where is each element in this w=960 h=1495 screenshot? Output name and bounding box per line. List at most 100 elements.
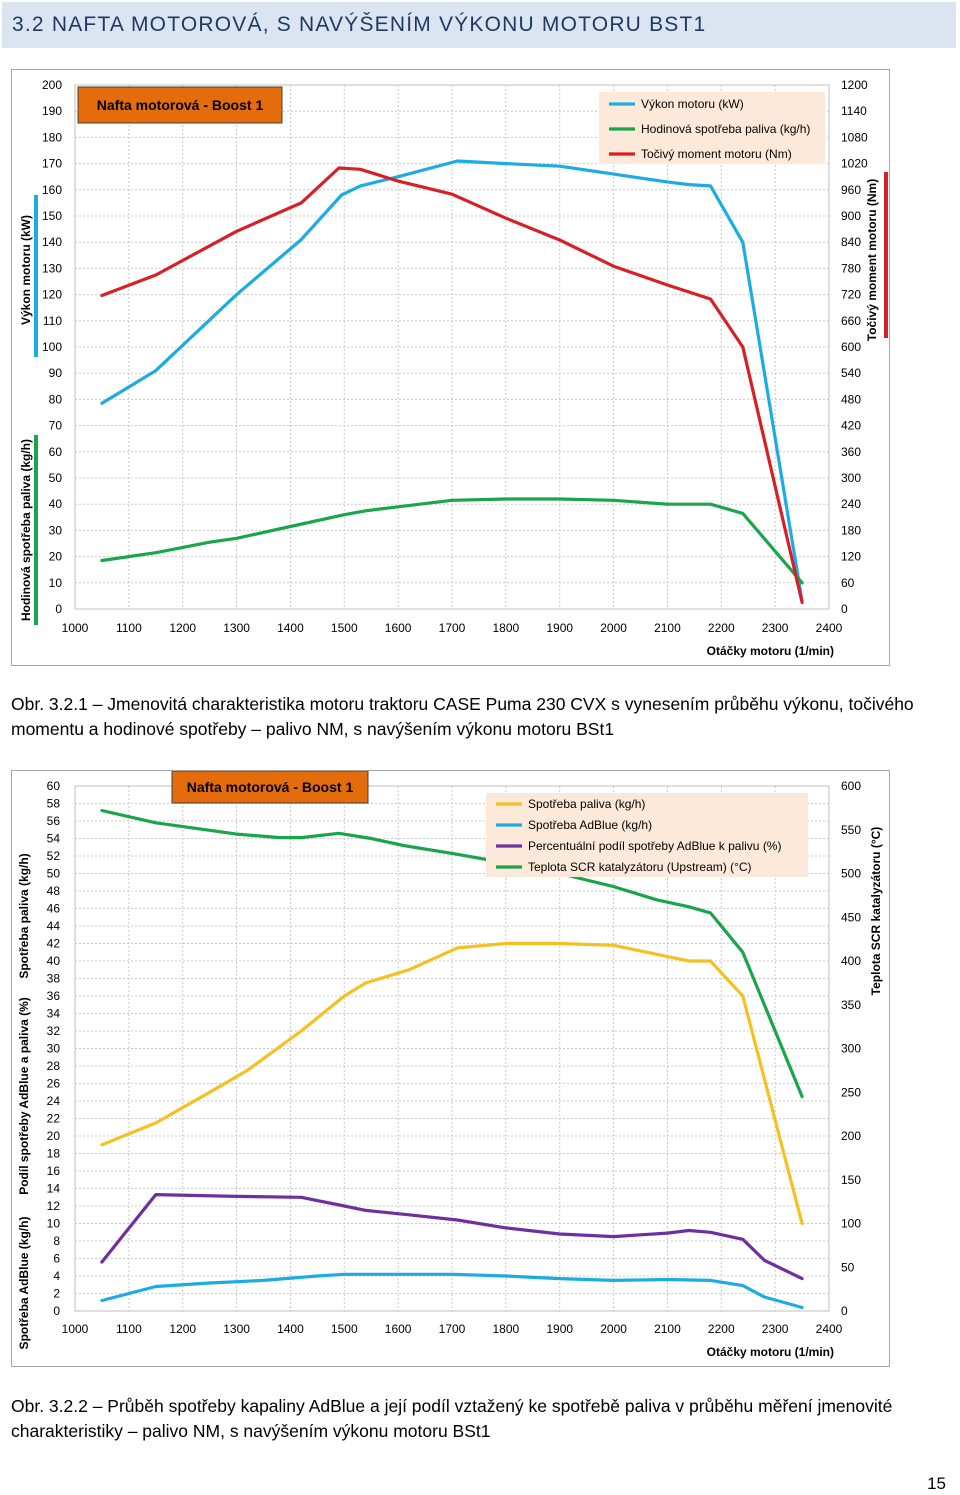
x-tick-label: 2200 bbox=[708, 1322, 735, 1336]
chart-title: Nafta motorová - Boost 1 bbox=[187, 779, 354, 795]
left-tick-label: 2 bbox=[53, 1287, 60, 1301]
legend-label: Percentuální podíl spotřeby AdBlue k pal… bbox=[528, 839, 781, 853]
left-tick-label: 36 bbox=[47, 989, 61, 1003]
left-tick-label: 90 bbox=[49, 366, 63, 380]
left-tick-label: 70 bbox=[49, 419, 63, 433]
x-tick-label: 1200 bbox=[169, 621, 196, 635]
right-tick-label: 660 bbox=[841, 314, 861, 328]
x-tick-label: 2400 bbox=[816, 1322, 843, 1336]
left-tick-label: 34 bbox=[47, 1007, 61, 1021]
left-tick-label: 56 bbox=[47, 814, 61, 828]
right-tick-label: 200 bbox=[841, 1129, 861, 1143]
legend-label: Spotřeba paliva (kg/h) bbox=[528, 797, 645, 811]
x-tick-label: 1200 bbox=[169, 1322, 196, 1336]
x-tick-label: 1800 bbox=[493, 1322, 520, 1336]
left-tick-label: 28 bbox=[47, 1059, 61, 1073]
right-tick-label: 350 bbox=[841, 998, 861, 1012]
left-tick-label: 10 bbox=[47, 1217, 61, 1231]
left-tick-label: 110 bbox=[43, 314, 62, 328]
series-line bbox=[100, 941, 804, 1226]
x-tick-label: 1300 bbox=[223, 1322, 250, 1336]
x-tick-label: 1000 bbox=[62, 1322, 89, 1336]
legend-label: Výkon motoru (kW) bbox=[641, 97, 744, 111]
right-tick-label: 1080 bbox=[841, 130, 868, 144]
right-axis-label: Teplota SCR katalyzátoru (°C) bbox=[869, 827, 883, 996]
left-tick-label: 160 bbox=[42, 183, 62, 197]
left-tick-label: 44 bbox=[47, 919, 61, 933]
plot-area bbox=[74, 84, 830, 610]
left-axis-label: Výkon motoru (kW) bbox=[19, 215, 33, 325]
left-tick-label: 8 bbox=[53, 1234, 60, 1248]
series-line bbox=[100, 166, 804, 605]
page-number: 15 bbox=[927, 1474, 946, 1493]
left-tick-label: 58 bbox=[47, 797, 61, 811]
legend-label: Spotřeba AdBlue (kg/h) bbox=[528, 818, 652, 832]
left-tick-label: 190 bbox=[42, 104, 62, 118]
right-tick-label: 600 bbox=[841, 779, 861, 793]
right-tick-label: 840 bbox=[841, 235, 861, 249]
right-tick-label: 720 bbox=[841, 288, 861, 302]
x-tick-label: 1100 bbox=[116, 1322, 142, 1336]
left-tick-label: 52 bbox=[47, 849, 61, 863]
x-axis-label: Otáčky motoru (1/min) bbox=[707, 1345, 834, 1359]
left-tick-label: 18 bbox=[47, 1147, 61, 1161]
right-tick-label: 1020 bbox=[841, 157, 868, 171]
figure-caption-1: Obr. 3.2.1 – Jmenovitá charakteristika m… bbox=[11, 694, 914, 739]
x-tick-label: 1400 bbox=[277, 621, 304, 635]
left-tick-label: 4 bbox=[53, 1269, 60, 1283]
x-tick-label: 1000 bbox=[62, 621, 89, 635]
right-tick-label: 100 bbox=[841, 1217, 861, 1231]
chart-adblue-consumption: 0246810121416182022242628303234363840424… bbox=[17, 771, 883, 1359]
x-tick-label: 1700 bbox=[439, 621, 466, 635]
left-tick-label: 60 bbox=[49, 445, 63, 459]
left-axis-label: Spotřeba paliva (kg/h) bbox=[17, 853, 31, 978]
right-tick-label: 240 bbox=[841, 497, 861, 511]
chart-frame-adblue: 0 2 4 6 8 10 12 14 16 18 20 22 24 26 28 30 32 34 36 38 40 42 4… bbox=[11, 770, 890, 1367]
left-tick-label: 14 bbox=[47, 1182, 61, 1196]
chart-power-torque-consumption: 0102030405060708090100110120130140150160… bbox=[19, 78, 888, 658]
legend: Spotřeba paliva (kg/h) Spotřeba AdBlue (k… bbox=[486, 793, 808, 877]
right-tick-label: 480 bbox=[841, 392, 861, 406]
right-axis-label: Točivý moment motoru (Nm) bbox=[865, 179, 879, 341]
legend-label: Hodinová spotřeba paliva (kg/h) bbox=[641, 122, 810, 136]
x-tick-label: 2100 bbox=[654, 1322, 681, 1336]
left-tick-label: 0 bbox=[53, 1304, 60, 1318]
left-tick-label: 26 bbox=[47, 1077, 61, 1091]
left-tick-label: 100 bbox=[42, 340, 62, 354]
left-tick-label: 20 bbox=[47, 1129, 61, 1143]
tick-labels: 0102030405060708090100110120130140150160… bbox=[42, 78, 868, 635]
left-tick-label: 16 bbox=[47, 1164, 61, 1178]
x-tick-label: 1700 bbox=[439, 1322, 466, 1336]
left-tick-label: 130 bbox=[42, 261, 62, 275]
right-tick-label: 300 bbox=[841, 471, 861, 485]
right-tick-label: 900 bbox=[841, 209, 861, 223]
x-tick-label: 2100 bbox=[654, 621, 681, 635]
left-tick-label: 150 bbox=[42, 209, 62, 223]
x-tick-label: 1400 bbox=[277, 1322, 304, 1336]
right-tick-label: 300 bbox=[841, 1042, 861, 1056]
right-tick-label: 1140 bbox=[841, 104, 867, 118]
left-axis-label: Podíl spotřeby AdBlue a paliva (%) bbox=[17, 997, 31, 1195]
left-tick-label: 200 bbox=[42, 78, 62, 92]
left-tick-label: 20 bbox=[49, 550, 63, 564]
right-tick-label: 360 bbox=[841, 445, 861, 459]
right-tick-label: 960 bbox=[841, 183, 861, 197]
x-tick-label: 2300 bbox=[762, 621, 789, 635]
right-tick-label: 150 bbox=[841, 1173, 861, 1187]
x-tick-label: 2000 bbox=[600, 1322, 627, 1336]
left-tick-label: 6 bbox=[53, 1252, 60, 1266]
series-line bbox=[100, 808, 804, 1099]
left-tick-label: 24 bbox=[47, 1094, 61, 1108]
x-tick-label: 1100 bbox=[116, 621, 142, 635]
right-tick-label: 180 bbox=[841, 523, 861, 537]
x-tick-label: 1500 bbox=[331, 621, 358, 635]
x-tick-label: 1600 bbox=[385, 1322, 412, 1336]
x-tick-label: 2000 bbox=[600, 621, 627, 635]
left-tick-label: 42 bbox=[47, 937, 61, 951]
chart-title-box bbox=[77, 86, 283, 124]
legend-label: Teplota SCR katalyzátoru (Upstream) (°C) bbox=[528, 860, 752, 874]
series-line bbox=[100, 159, 804, 603]
section-title: 3.2 NAFTA MOTOROVÁ, S NAVÝŠENÍM VÝKONU M… bbox=[12, 13, 707, 36]
legend-label: Točivý moment motoru (Nm) bbox=[641, 147, 792, 161]
left-tick-label: 54 bbox=[47, 832, 61, 846]
